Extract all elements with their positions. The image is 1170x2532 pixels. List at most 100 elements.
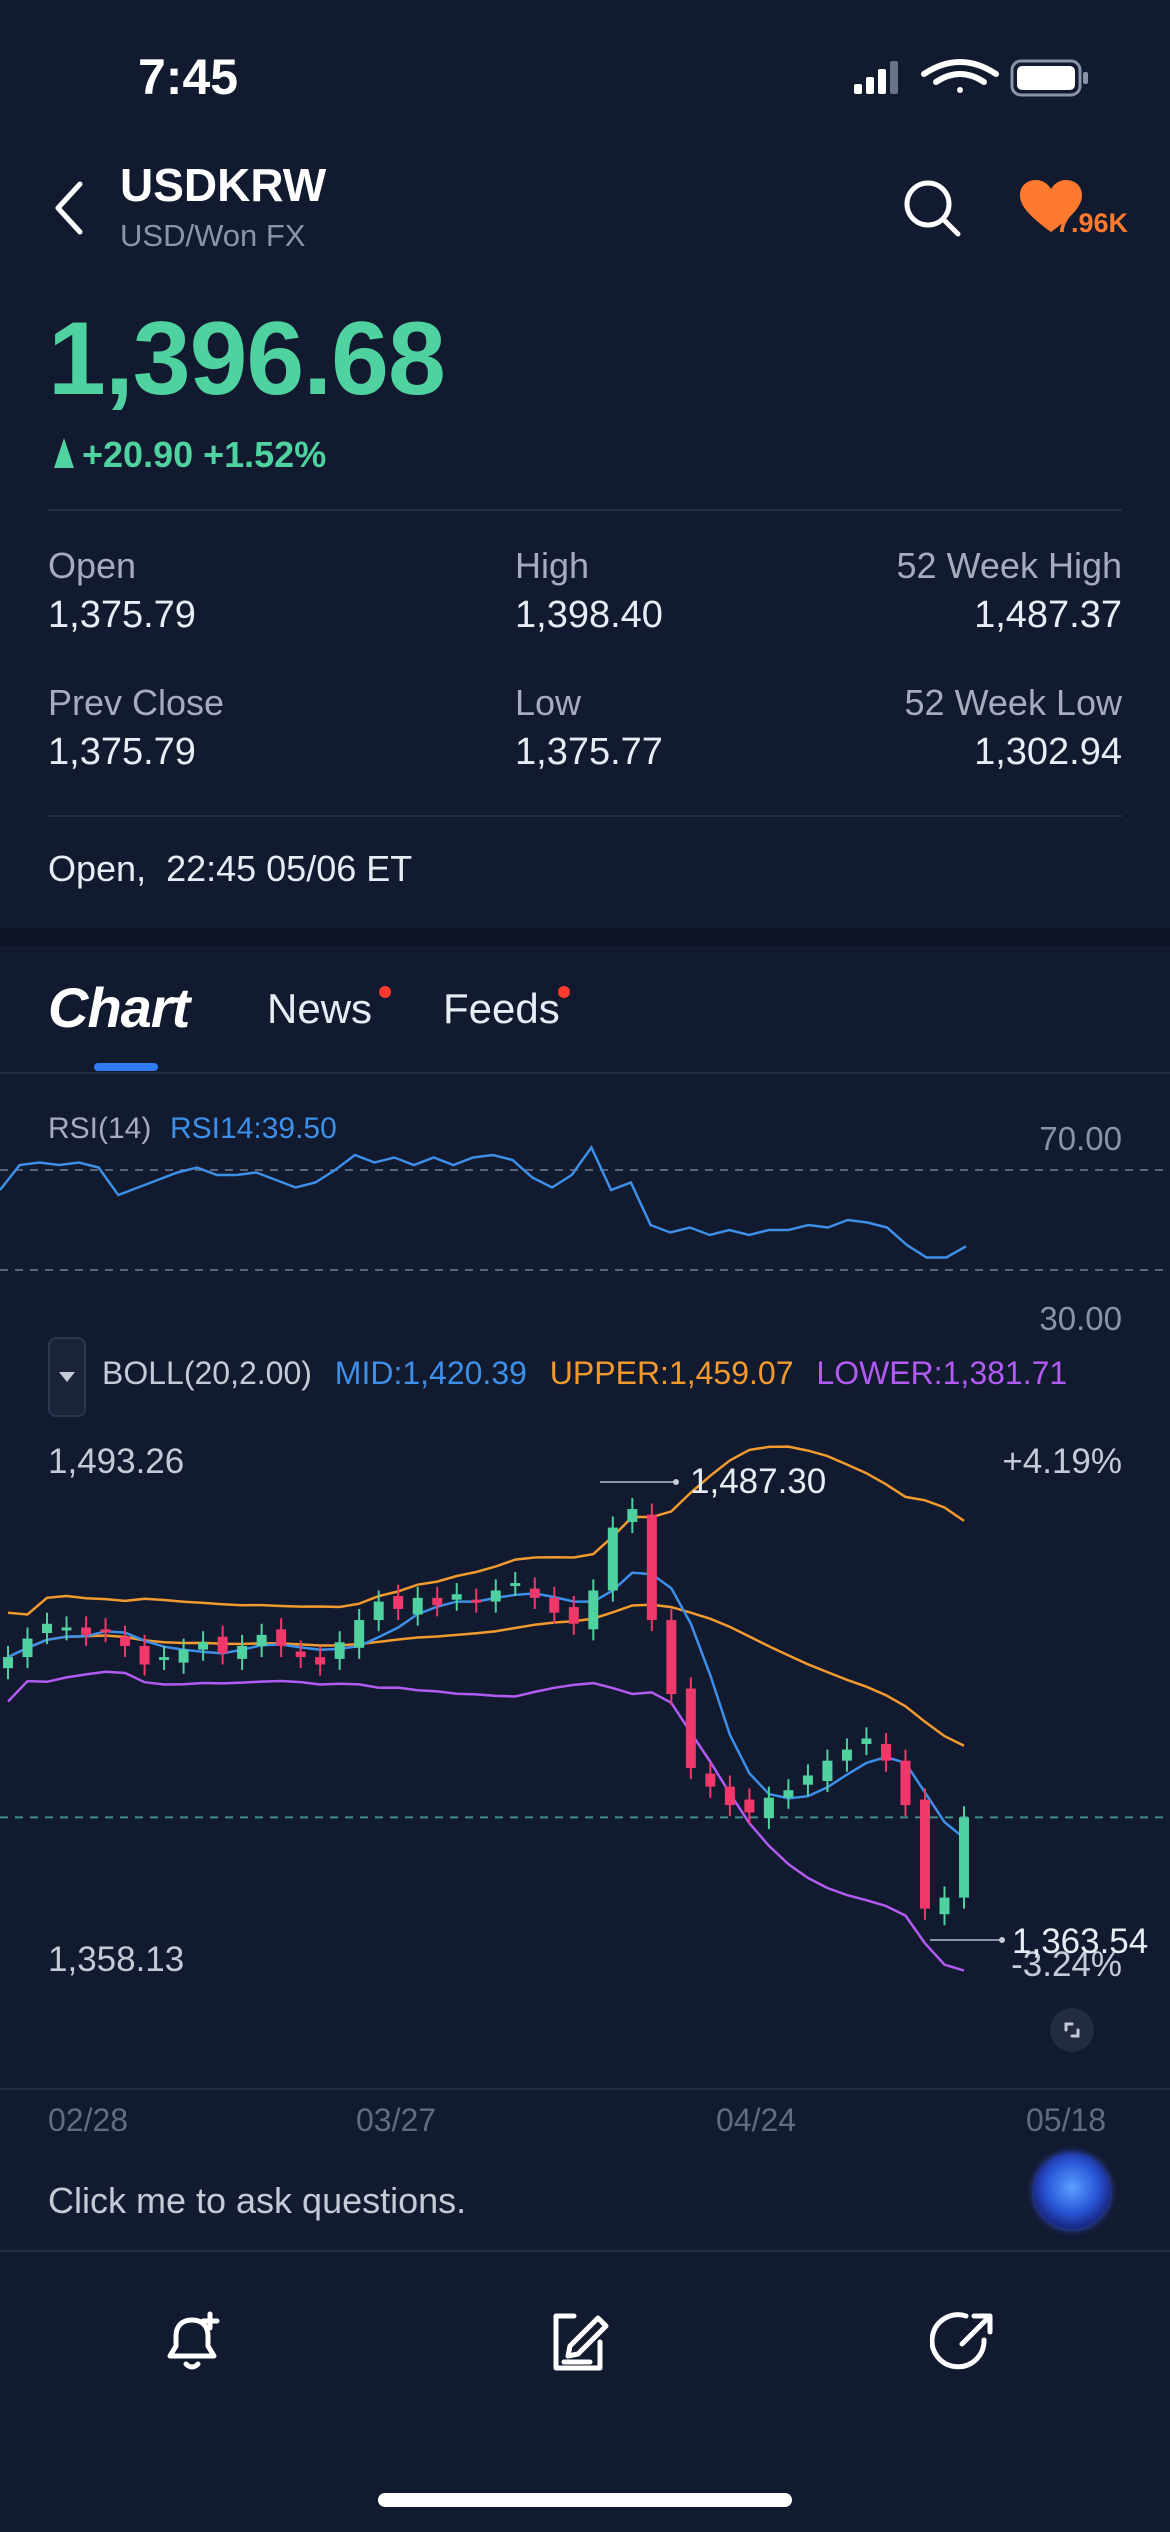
candle-body (120, 1636, 131, 1646)
candle-body (42, 1623, 53, 1634)
candle-body (646, 1514, 657, 1621)
tab-news[interactable]: News (267, 985, 373, 1032)
candle-body (822, 1760, 833, 1782)
candle-body (666, 1620, 677, 1695)
candle-body (256, 1634, 267, 1646)
ask-input[interactable]: Click me to ask questions. (48, 2180, 467, 2221)
back-button[interactable] (48, 178, 88, 238)
low-label: Low (515, 682, 582, 723)
boll-mid-line (7, 1603, 965, 1747)
caret-down-icon (59, 1372, 75, 1382)
chart-divider (0, 2088, 1170, 2090)
market-status: Open, 22:45 05/06 ET (48, 848, 413, 889)
indicator-toggle-button[interactable] (48, 1337, 86, 1417)
candle-body (393, 1596, 404, 1609)
ask-bar[interactable] (0, 2156, 1170, 2250)
open-value: 1,375.79 (48, 594, 196, 636)
candle-body (295, 1651, 306, 1658)
high-marker-dot (673, 1479, 679, 1486)
price-change: +20.90 +1.52% (82, 434, 327, 475)
candle-body (880, 1744, 891, 1761)
candle-body (451, 1594, 462, 1600)
wk52-high-label: 52 Week High (896, 545, 1122, 586)
wk52-high-value: 1,487.37 (974, 594, 1122, 636)
rsi-label: RSI(14) (48, 1112, 152, 1145)
symbol-title: USDKRW (120, 159, 327, 211)
candle-body (510, 1583, 521, 1587)
candle-body (861, 1738, 872, 1745)
candle-body (412, 1597, 423, 1615)
boll-mid: MID:1,420.39 (334, 1355, 527, 1391)
share-button[interactable] (930, 2306, 1000, 2376)
x-tick: 03/27 (356, 2102, 437, 2138)
divider (48, 509, 1122, 511)
chart-bottom-value: 1,358.13 (48, 1940, 185, 1979)
battery-icon (1010, 59, 1088, 97)
divider (48, 815, 1122, 817)
candle-body (627, 1509, 638, 1523)
candle-body (959, 1817, 969, 1898)
fullscreen-button[interactable] (1050, 2008, 1094, 2052)
candle-body (159, 1657, 170, 1661)
tab-feeds[interactable]: Feeds (443, 985, 560, 1032)
x-tick: 05/18 (1026, 2102, 1107, 2138)
candle-body (529, 1588, 540, 1598)
low-value: 1,375.77 (515, 731, 663, 773)
x-tick: 04/24 (716, 2102, 797, 2138)
candle-body (763, 1797, 774, 1819)
follow-count: 7.96K (1056, 208, 1129, 238)
follow-button[interactable]: 7.96K (1016, 178, 1146, 248)
low-marker-label: 1,363.54 (1012, 1922, 1149, 1961)
candle-body (588, 1590, 599, 1630)
candle-body (549, 1597, 560, 1613)
tab-active-indicator (94, 1063, 158, 1071)
boll-upper: UPPER:1,459.07 (549, 1355, 794, 1391)
candle-body (841, 1749, 852, 1761)
chart-top-pct: +4.19% (1002, 1442, 1122, 1481)
candle-body (471, 1599, 482, 1603)
candle-body (802, 1775, 813, 1785)
boll-upper-line (7, 1445, 965, 1616)
candle-body (22, 1638, 33, 1658)
rsi-lower-level: 30.00 (1039, 1300, 1122, 1337)
candle-body (276, 1629, 287, 1646)
status-time: 7:45 (138, 49, 239, 105)
chart-bottom-pct: -3.24% (1011, 1945, 1122, 1984)
candle-body (178, 1649, 189, 1663)
boll-lower: LOWER:1,381.71 (816, 1355, 1068, 1391)
wk52-low-value: 1,302.94 (974, 731, 1122, 773)
candle-body (568, 1607, 579, 1624)
high-value: 1,398.40 (515, 594, 663, 636)
triangle-up-icon (54, 438, 74, 468)
search-icon[interactable] (900, 176, 964, 240)
candle-body (315, 1657, 326, 1665)
x-tick: 02/28 (48, 2102, 129, 2138)
feeds-badge-dot (558, 986, 570, 998)
rsi-upper-level: 70.00 (1039, 1120, 1122, 1157)
moving-average-line (7, 1571, 965, 1839)
candle-body (139, 1645, 150, 1665)
boll-legend: BOLL(20,2.00) MID:1,420.39 UPPER:1,459.0… (102, 1355, 1067, 1392)
candlestick-chart[interactable] (0, 1420, 1170, 2060)
prev-close-value: 1,375.79 (48, 731, 196, 773)
open-label: Open (48, 545, 137, 586)
chart-top-value: 1,493.26 (48, 1442, 185, 1481)
assistant-orb-icon[interactable] (1034, 2153, 1110, 2229)
current-price: 1,396.68 (48, 301, 446, 417)
prev-close-label: Prev Close (48, 682, 225, 723)
candle-body (217, 1636, 228, 1654)
share-icon (930, 2312, 993, 2370)
rsi-line (0, 1145, 967, 1259)
candle-body (81, 1627, 92, 1635)
wk52-low-label: 52 Week Low (904, 682, 1122, 723)
section-separator (0, 928, 1170, 946)
alert-add-button[interactable] (158, 2306, 228, 2376)
signal-icon (854, 61, 898, 94)
candle-body (744, 1799, 755, 1813)
note-button[interactable] (544, 2306, 614, 2376)
tab-chart[interactable]: Chart (48, 976, 190, 1039)
boll-label: BOLL(20,2.00) (102, 1355, 312, 1391)
candle-body (607, 1527, 618, 1591)
boll-lower-line (7, 1670, 965, 1972)
candle-body (61, 1627, 72, 1631)
